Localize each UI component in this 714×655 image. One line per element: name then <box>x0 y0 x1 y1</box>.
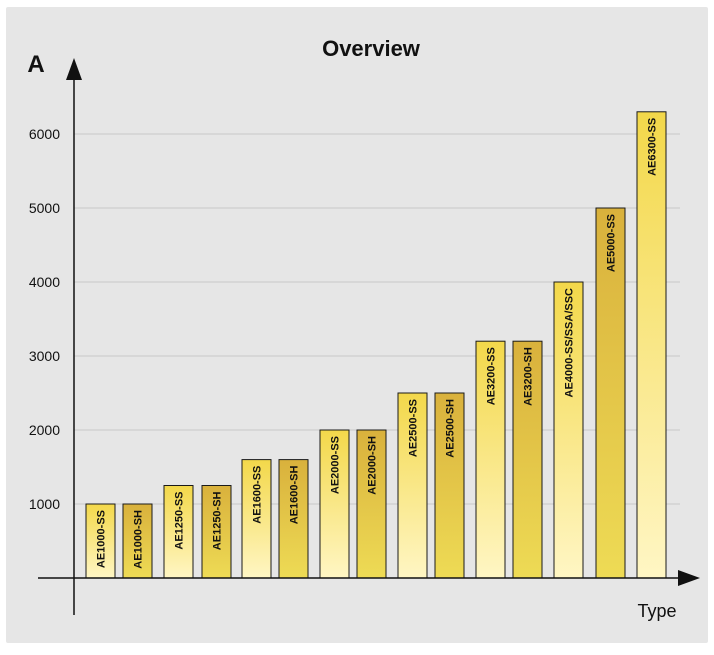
x-axis-arrow-icon <box>678 570 700 586</box>
bars: AE1000-SS AE1000-SH AE1250-SS AE1250-SH AE16… <box>85 111 667 579</box>
y-axis-arrow-icon <box>66 58 82 80</box>
bar <box>356 429 387 579</box>
bar-group: AE1000-SS <box>85 503 116 579</box>
bar-group: AE1600-SH <box>278 459 309 579</box>
bar <box>85 503 116 579</box>
bar-group: AE5000-SS <box>595 207 626 579</box>
bar-category-label: AE1000-SS <box>96 510 108 568</box>
bar-category-label: AE4000-SS/SSA/SSC <box>564 288 576 397</box>
bar-category-label: AE5000-SS <box>606 214 618 272</box>
bar <box>475 340 506 579</box>
bar <box>397 392 428 579</box>
bar <box>122 503 153 579</box>
bar-group: AE2000-SH <box>356 429 387 579</box>
y-tick-labels: 1000 2000 3000 4000 5000 6000 <box>29 126 60 512</box>
bar <box>553 281 584 579</box>
bar <box>201 485 232 579</box>
bar-group: AE3200-SS <box>475 340 506 579</box>
y-tick-label: 1000 <box>29 496 60 512</box>
bar <box>512 340 543 579</box>
axes <box>38 58 700 615</box>
bar-category-label: AE2000-SS <box>330 436 342 494</box>
bar-category-label: AE2000-SH <box>367 436 379 495</box>
bar <box>434 392 465 579</box>
bar-category-label: AE3200-SS <box>486 347 498 405</box>
bar-group: AE1000-SH <box>122 503 153 579</box>
bar-category-label: AE3200-SH <box>523 347 535 406</box>
bar-category-label: AE1600-SH <box>289 466 301 525</box>
bar-category-label: AE2500-SH <box>445 399 457 458</box>
x-axis-label: Type <box>637 601 676 621</box>
bar-group: AE1250-SS <box>163 485 194 579</box>
bar-group: AE2500-SS <box>397 392 428 579</box>
chart-title: Overview <box>322 36 421 61</box>
bar-category-label: AE2500-SS <box>408 399 420 457</box>
bar-category-label: AE1250-SS <box>174 492 186 550</box>
bar <box>163 485 194 579</box>
y-tick-label: 6000 <box>29 126 60 142</box>
y-tick-label: 4000 <box>29 274 60 290</box>
bar-group: AE3200-SH <box>512 340 543 579</box>
y-tick-label: 5000 <box>29 200 60 216</box>
bar-group: AE1600-SS <box>241 459 272 579</box>
bar-category-label: AE1000-SH <box>133 510 145 569</box>
bar-group: AE4000-SS/SSA/SSC <box>553 281 584 579</box>
y-tick-label: 3000 <box>29 348 60 364</box>
bar <box>636 111 667 579</box>
bar-category-label: AE1250-SH <box>212 491 224 550</box>
bar-group: AE2000-SS <box>319 429 350 579</box>
bar-category-label: AE1600-SS <box>252 466 264 524</box>
bar-group: AE6300-SS <box>636 111 667 579</box>
y-axis-label: A <box>27 51 44 78</box>
y-tick-label: 2000 <box>29 422 60 438</box>
bar-group: AE1250-SH <box>201 485 232 579</box>
bar <box>241 459 272 579</box>
bar <box>319 429 350 579</box>
bar <box>278 459 309 579</box>
bar-category-label: AE6300-SS <box>647 118 659 176</box>
bar-group: AE2500-SH <box>434 392 465 579</box>
bar <box>595 207 626 579</box>
